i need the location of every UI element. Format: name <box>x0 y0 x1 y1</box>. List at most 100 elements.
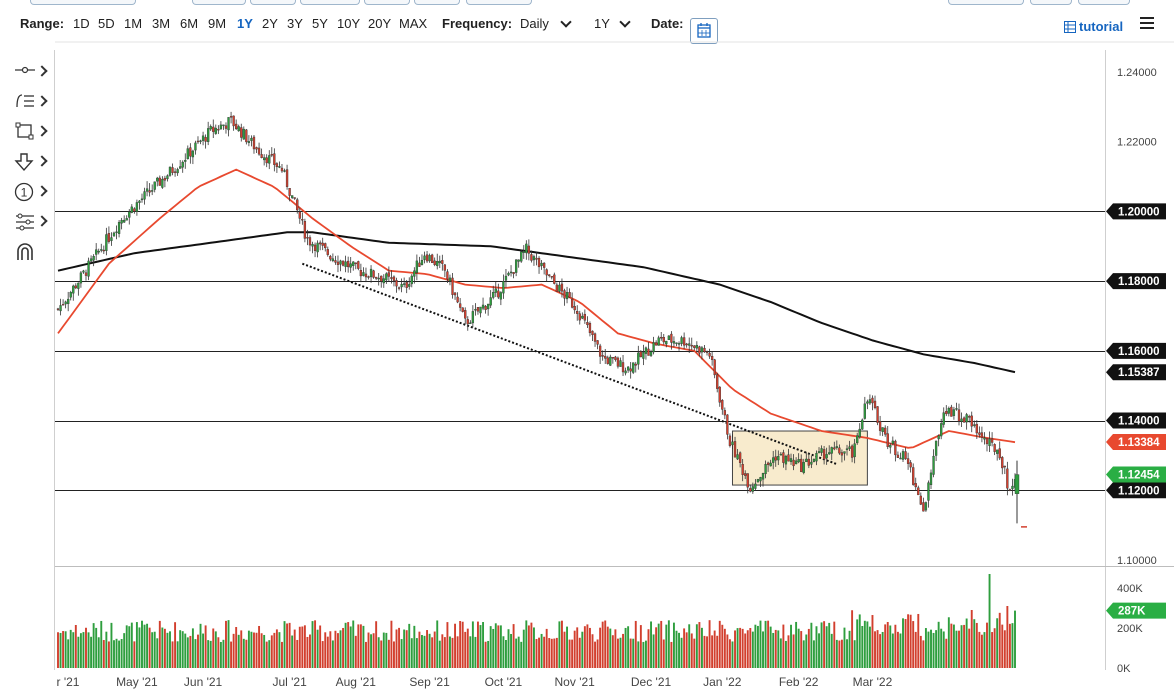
candle-body <box>853 443 856 458</box>
candle-body <box>268 155 271 164</box>
range-20y[interactable]: 20Y <box>368 16 392 31</box>
candle-body <box>423 255 426 260</box>
tool-annotation[interactable]: 1 <box>10 182 54 206</box>
volume-bar <box>568 639 571 668</box>
candle-body <box>802 462 805 473</box>
candle-body <box>542 262 546 268</box>
volume-bar <box>347 622 350 668</box>
volume-bar <box>891 633 894 668</box>
candle-body <box>357 261 360 269</box>
candle-body <box>316 242 319 253</box>
range-3m[interactable]: 3M <box>152 16 171 31</box>
top-tab[interactable] <box>466 0 532 5</box>
range-5y[interactable]: 5Y <box>312 16 328 31</box>
candle-body <box>769 462 772 467</box>
top-tab[interactable] <box>1030 0 1072 5</box>
volume-bar <box>945 638 948 668</box>
volume-bar <box>174 622 177 668</box>
candle-body <box>140 198 144 201</box>
volume-bar <box>790 624 792 668</box>
tutorial-label[interactable]: tutorial <box>1079 19 1124 34</box>
volume-bar <box>301 626 304 668</box>
volume-bar <box>614 629 617 668</box>
tool-indicators[interactable] <box>10 212 54 236</box>
top-tab[interactable] <box>192 0 246 5</box>
candle-body <box>326 249 329 255</box>
frequency-label: Frequency: <box>442 16 513 31</box>
volume-bar <box>502 636 505 668</box>
range-10y[interactable]: 10Y <box>337 16 361 31</box>
range-1d[interactable]: 1D <box>73 16 90 31</box>
period-select[interactable]: 1Y <box>594 16 610 31</box>
volume-bar <box>662 639 665 668</box>
hamburger-menu-icon[interactable] <box>1140 17 1154 32</box>
range-1y[interactable]: 1Y <box>237 16 253 31</box>
volume-bar <box>716 635 719 668</box>
volume-bar <box>253 632 255 668</box>
top-tab[interactable] <box>250 0 296 5</box>
top-tab[interactable] <box>364 0 410 5</box>
volume-bar <box>777 630 780 668</box>
range-2y[interactable]: 2Y <box>262 16 278 31</box>
volume-bar <box>978 631 981 668</box>
candle-body <box>364 273 368 278</box>
candle-body <box>570 298 574 308</box>
tool-arrow[interactable] <box>10 152 54 176</box>
candle-body <box>624 370 627 374</box>
candle-body <box>713 359 716 376</box>
top-tab[interactable] <box>1078 0 1130 5</box>
svg-text:1: 1 <box>21 186 28 200</box>
volume-bar <box>797 628 800 668</box>
frequency-select[interactable]: Daily <box>520 16 549 31</box>
volume-bar <box>950 623 953 668</box>
volume-bar <box>853 640 856 668</box>
fibonacci-icon <box>16 94 34 108</box>
tool-line[interactable] <box>10 62 54 86</box>
candle-body <box>573 306 576 311</box>
candle-body <box>512 272 515 275</box>
volume-bar <box>866 621 869 668</box>
tool-rectangle[interactable] <box>10 122 54 146</box>
range-9m[interactable]: 9M <box>208 16 227 31</box>
volume-bar <box>856 619 859 668</box>
candle-body <box>688 343 691 346</box>
candle-body <box>171 167 174 173</box>
candle-body <box>158 177 161 186</box>
volume-bar <box>851 610 854 668</box>
candle-body <box>807 458 810 466</box>
volume-bar <box>996 618 999 668</box>
candle-body <box>565 292 569 300</box>
tool-fibonacci[interactable] <box>10 92 54 116</box>
calendar-button[interactable] <box>690 18 718 44</box>
trend-line <box>301 262 838 466</box>
top-tab[interactable] <box>414 0 460 5</box>
volume-bar <box>395 629 398 668</box>
candle-body <box>942 412 945 425</box>
top-tab[interactable] <box>948 0 1024 5</box>
candle-body <box>693 345 696 348</box>
candle-body <box>909 462 912 468</box>
volume-bar <box>1003 630 1006 668</box>
candle-body <box>100 249 103 251</box>
range-5d[interactable]: 5D <box>98 16 115 31</box>
candle-body <box>520 251 523 262</box>
last-price-tag-bg <box>1106 466 1166 483</box>
candle-body <box>731 441 734 446</box>
candle-body <box>67 298 70 304</box>
candle-body <box>929 472 933 486</box>
volume-bar <box>158 620 161 668</box>
volume-bar <box>754 624 757 668</box>
range-max[interactable]: MAX <box>399 16 428 31</box>
range-1m[interactable]: 1M <box>124 16 143 31</box>
range-3y[interactable]: 3Y <box>287 16 303 31</box>
top-tab[interactable] <box>30 0 136 5</box>
top-tab[interactable] <box>300 0 360 5</box>
tool-magnet[interactable] <box>10 242 54 266</box>
range-6m[interactable]: 6M <box>180 16 199 31</box>
volume-bar <box>492 628 495 668</box>
volume-bar <box>792 634 795 668</box>
volume-bar <box>181 631 184 668</box>
volume-bar <box>153 631 156 668</box>
candle-body <box>443 264 447 271</box>
volume-bar <box>250 631 253 668</box>
